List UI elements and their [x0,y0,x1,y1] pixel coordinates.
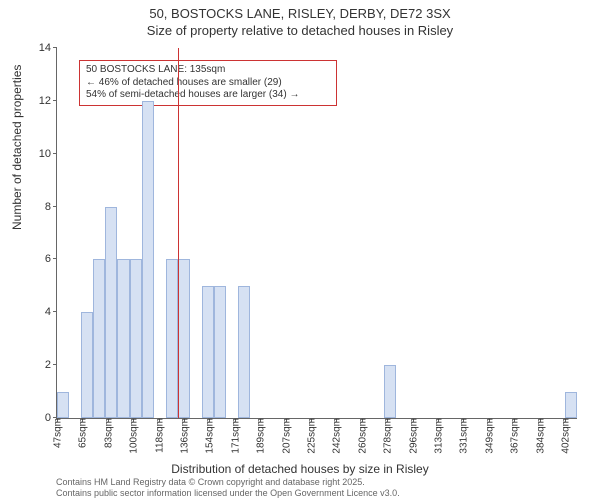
x-tick-label: 384sqm [533,418,546,454]
x-tick-label: 313sqm [431,418,444,454]
y-tick-label: 4 [45,306,57,318]
chart-container: 50, BOSTOCKS LANE, RISLEY, DERBY, DE72 3… [0,0,600,500]
x-tick-label: 100sqm [127,418,140,454]
x-tick-label: 296sqm [406,418,419,454]
histogram-bar [565,392,577,418]
footer-line2: Contains public sector information licen… [56,488,400,498]
y-tick-mark [53,364,57,365]
histogram-bar [238,286,250,418]
y-tick-mark [53,258,57,259]
x-tick-label: 278sqm [381,418,394,454]
y-tick-label: 14 [39,42,57,54]
x-tick-label: 207sqm [279,418,292,454]
y-tick-mark [53,47,57,48]
y-tick-label: 12 [39,95,57,107]
annotation-line2: ← 46% of detached houses are smaller (29… [86,77,330,90]
y-tick-label: 2 [45,359,57,371]
y-tick-mark [53,206,57,207]
histogram-bar [384,365,396,418]
x-tick-label: 189sqm [254,418,267,454]
annotation-line1: 50 BOSTOCKS LANE: 135sqm [86,64,330,77]
title-line2: Size of property relative to detached ho… [0,23,600,40]
y-tick-label: 10 [39,148,57,160]
histogram-bar [57,392,69,418]
x-tick-label: 65sqm [76,418,89,448]
x-tick-label: 83sqm [101,418,114,448]
footer-line1: Contains HM Land Registry data © Crown c… [56,477,400,487]
x-tick-label: 367sqm [508,418,521,454]
y-axis-label: Number of detached properties [10,65,24,230]
y-tick-mark [53,153,57,154]
histogram-bar [105,207,117,418]
annotation-box: 50 BOSTOCKS LANE: 135sqm ← 46% of detach… [79,60,337,106]
x-axis-label: Distribution of detached houses by size … [0,462,600,476]
y-tick-mark [53,100,57,101]
x-tick-label: 225sqm [304,418,317,454]
x-tick-label: 118sqm [152,418,165,453]
x-tick-label: 47sqm [51,418,64,448]
chart-title: 50, BOSTOCKS LANE, RISLEY, DERBY, DE72 3… [0,0,600,40]
histogram-bar [130,259,142,418]
x-tick-label: 402sqm [558,418,571,454]
title-line1: 50, BOSTOCKS LANE, RISLEY, DERBY, DE72 3… [0,6,600,23]
x-tick-label: 260sqm [355,418,368,454]
histogram-bar [142,101,154,418]
y-tick-label: 6 [45,253,57,265]
y-tick-label: 8 [45,201,57,213]
histogram-bar [93,259,105,418]
footer: Contains HM Land Registry data © Crown c… [56,477,400,498]
histogram-bar [117,259,129,418]
annotation-line3: 54% of semi-detached houses are larger (… [86,89,330,102]
x-tick-label: 242sqm [330,418,343,454]
plot-area: 50 BOSTOCKS LANE: 135sqm ← 46% of detach… [56,48,577,419]
histogram-bar [214,286,226,418]
reference-line [178,48,179,418]
histogram-bar [178,259,190,418]
x-tick-label: 154sqm [203,418,216,454]
y-tick-mark [53,311,57,312]
x-tick-label: 331sqm [457,418,470,454]
histogram-bar [202,286,214,418]
x-tick-label: 349sqm [482,418,495,454]
histogram-bar [81,312,93,418]
x-tick-label: 171sqm [228,418,241,454]
x-tick-label: 136sqm [177,418,190,454]
histogram-bar [166,259,178,418]
